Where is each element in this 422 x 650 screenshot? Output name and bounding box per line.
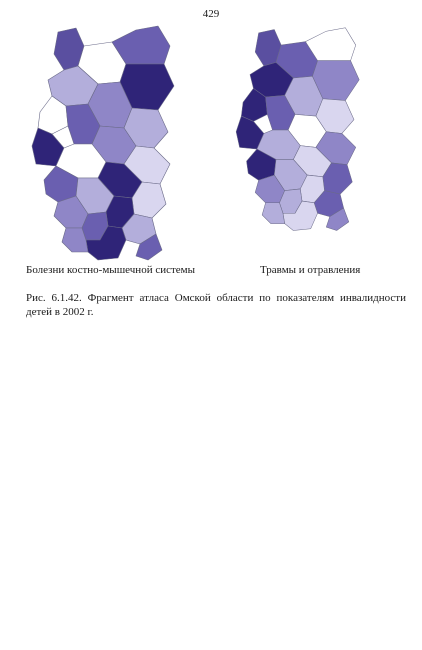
choropleth-map-musculoskeletal	[31, 25, 175, 261]
district	[61, 227, 89, 253]
page-number: 429	[202, 8, 220, 20]
district	[85, 225, 127, 261]
map-caption-injuries: Травмы и отравления	[260, 264, 361, 276]
district	[326, 207, 350, 231]
district	[261, 202, 285, 224]
district	[282, 200, 318, 231]
district	[135, 233, 163, 261]
figure-caption: Рис. 6.1.42. Фрагмент атласа Омской обла…	[26, 292, 406, 318]
choropleth-map-injuries	[235, 27, 360, 231]
map-caption-musculoskeletal: Болезни костно-мышечной системы	[26, 264, 196, 276]
